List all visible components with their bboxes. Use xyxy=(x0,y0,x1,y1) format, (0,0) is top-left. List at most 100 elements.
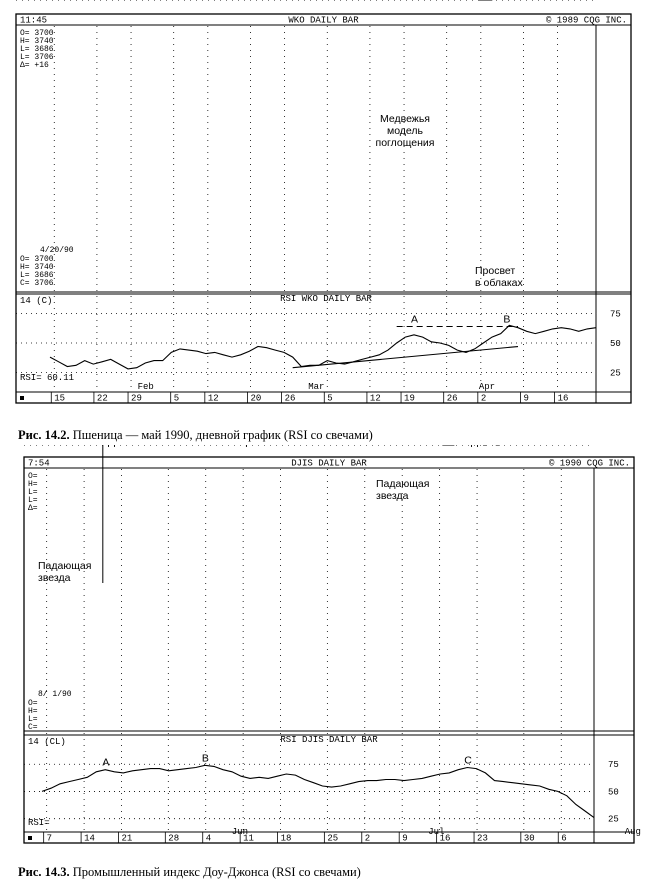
rsi-label-a: A xyxy=(411,314,418,326)
date-ohlc-readout: H= xyxy=(28,707,38,716)
ohlc-readout: L= 3686 xyxy=(20,45,54,54)
rsi-tick-label: 75 xyxy=(610,310,621,320)
date-ohlc-readout: L= 3686 xyxy=(20,271,54,280)
month-label: Apr xyxy=(479,382,495,392)
rsi-title: RSI WKO DAILY BAR xyxy=(280,294,372,304)
date-label: 22 xyxy=(97,394,108,404)
header-time: 11:45 xyxy=(20,16,47,26)
rsi-value-label: RSI= xyxy=(28,818,50,828)
piercing-label: Просвет xyxy=(475,265,515,277)
piercing-label: в облаках xyxy=(475,277,524,289)
ohlc-readout: Δ= xyxy=(28,504,38,513)
date-ohlc-readout: O= xyxy=(28,699,38,708)
rsi-title: RSI DJIS DAILY BAR xyxy=(280,735,378,745)
price-tick-label: 3500 xyxy=(604,0,626,3)
caption-prefix-1: Рис. 14.2. xyxy=(18,428,70,442)
date-label: 16 xyxy=(558,394,569,404)
rsi-tick-label: 25 xyxy=(610,368,621,378)
rsi-line xyxy=(41,764,595,819)
price-tick-label: 3600 xyxy=(604,0,626,3)
ohlc-readout: O= xyxy=(28,472,38,481)
rsi-value-label: RSI= 60.11 xyxy=(20,373,74,383)
engulfing-label: поглощения xyxy=(376,137,435,149)
header-time: 7:54 xyxy=(28,459,50,469)
price-tick-label: 3800 xyxy=(604,0,626,3)
date-label: 25 xyxy=(327,834,338,844)
chart-frame xyxy=(15,13,632,404)
date-ohlc-readout: L= xyxy=(28,715,38,724)
scroll-marker xyxy=(20,396,24,400)
doji-label: Дожи xyxy=(108,445,134,448)
rsi-tick-label: 50 xyxy=(608,787,619,797)
month-label: Mar xyxy=(308,382,324,392)
date-label: 30 xyxy=(524,834,535,844)
caption-prefix-2: Рис. 14.3. xyxy=(18,865,70,879)
date-label: 15 xyxy=(54,394,65,404)
ohlc-readout: Δ= +16 xyxy=(20,61,49,70)
date-label: 6 xyxy=(561,834,566,844)
falling-star-2-label: Падающая xyxy=(376,478,429,490)
date-label: 28 xyxy=(168,834,179,844)
rsi-label-b: B xyxy=(503,314,510,326)
date-label: 18 xyxy=(281,834,292,844)
date-readout: 8/ 1/90 xyxy=(38,690,72,699)
rsi-label-c: C xyxy=(464,754,472,766)
header-copyright: © 1989 CQG INC. xyxy=(546,16,627,26)
date-ohlc-readout: H= 3740 xyxy=(20,263,54,272)
price-tick-label: 29000 xyxy=(602,445,629,448)
date-ohlc-readout: O= 3700 xyxy=(20,255,54,264)
date-label: 12 xyxy=(370,394,381,404)
ohlc-readout: L= 3706 xyxy=(20,53,54,62)
date-label: 21 xyxy=(122,834,133,844)
rsi-tick-label: 25 xyxy=(608,815,619,825)
date-label: 19 xyxy=(404,394,415,404)
date-ohlc-readout: C= xyxy=(28,723,38,732)
date-label: 16 xyxy=(440,834,451,844)
price-tick-label: 28000 xyxy=(602,445,629,448)
date-ohlc-readout: C= 3706 xyxy=(20,279,54,288)
rsi-period-label: 14 (C) xyxy=(20,296,52,306)
figure-caption-2: Рис. 14.3. Промышленный индекс Доу-Джонс… xyxy=(18,865,361,880)
engulfing-label: модель xyxy=(387,125,424,137)
rsi-trendline xyxy=(292,345,519,369)
rsi-label-b: B xyxy=(202,752,209,764)
ohlc-readout: L= xyxy=(28,496,38,505)
falling-star-label: Падающая xyxy=(38,560,91,572)
price-tick-label: 30000 xyxy=(602,445,629,448)
ohlc-readout: O= 3700 xyxy=(20,29,54,38)
caption-text-2: Промышленный индекс Доу-Джонса (RSI со с… xyxy=(69,865,361,879)
header-copyright: © 1990 CQG INC. xyxy=(549,459,630,469)
rsi-period-label: 14 (CL) xyxy=(28,737,66,747)
date-label: 20 xyxy=(250,394,261,404)
date-label: 14 xyxy=(84,834,95,844)
date-label: 26 xyxy=(285,394,296,404)
ohlc-readout: H= 3740 xyxy=(20,37,54,46)
ohlc-readout: L= xyxy=(28,488,38,497)
rsi-tick-label: 50 xyxy=(610,339,621,349)
price-tick-label: 3700 xyxy=(604,0,626,3)
date-label: 5 xyxy=(174,394,179,404)
caption-text-1: Пшеница — май 1990, дневной график (RSI … xyxy=(69,428,373,442)
header-title: DJIS DAILY BAR xyxy=(291,459,367,469)
hanging-man-label: Повешенный xyxy=(502,445,566,448)
header-title: WKO DAILY BAR xyxy=(288,16,359,26)
month-label: Aug xyxy=(625,827,641,837)
rsi-label-a: A xyxy=(102,757,109,769)
price-tick-label: 27000 xyxy=(602,445,629,448)
date-label: 2 xyxy=(481,394,486,404)
falling-star-label: звезда xyxy=(38,572,71,584)
wheat-chart: 11:45 WKO DAILY BAR © 1989 CQG INC. 3500360… xyxy=(0,0,632,404)
harami-label: Харами xyxy=(232,445,270,448)
month-label: Feb xyxy=(138,382,154,392)
date-label: 29 xyxy=(131,394,142,404)
rsi-line xyxy=(49,324,597,370)
doji-2-label: Дожи xyxy=(471,445,497,448)
date-label: 4 xyxy=(206,834,211,844)
date-readout: 4/20/90 xyxy=(40,246,74,255)
date-label: 9 xyxy=(402,834,407,844)
date-label: 7 xyxy=(47,834,52,844)
date-label: 5 xyxy=(327,394,332,404)
date-label: 23 xyxy=(477,834,488,844)
date-label: 9 xyxy=(523,394,528,404)
